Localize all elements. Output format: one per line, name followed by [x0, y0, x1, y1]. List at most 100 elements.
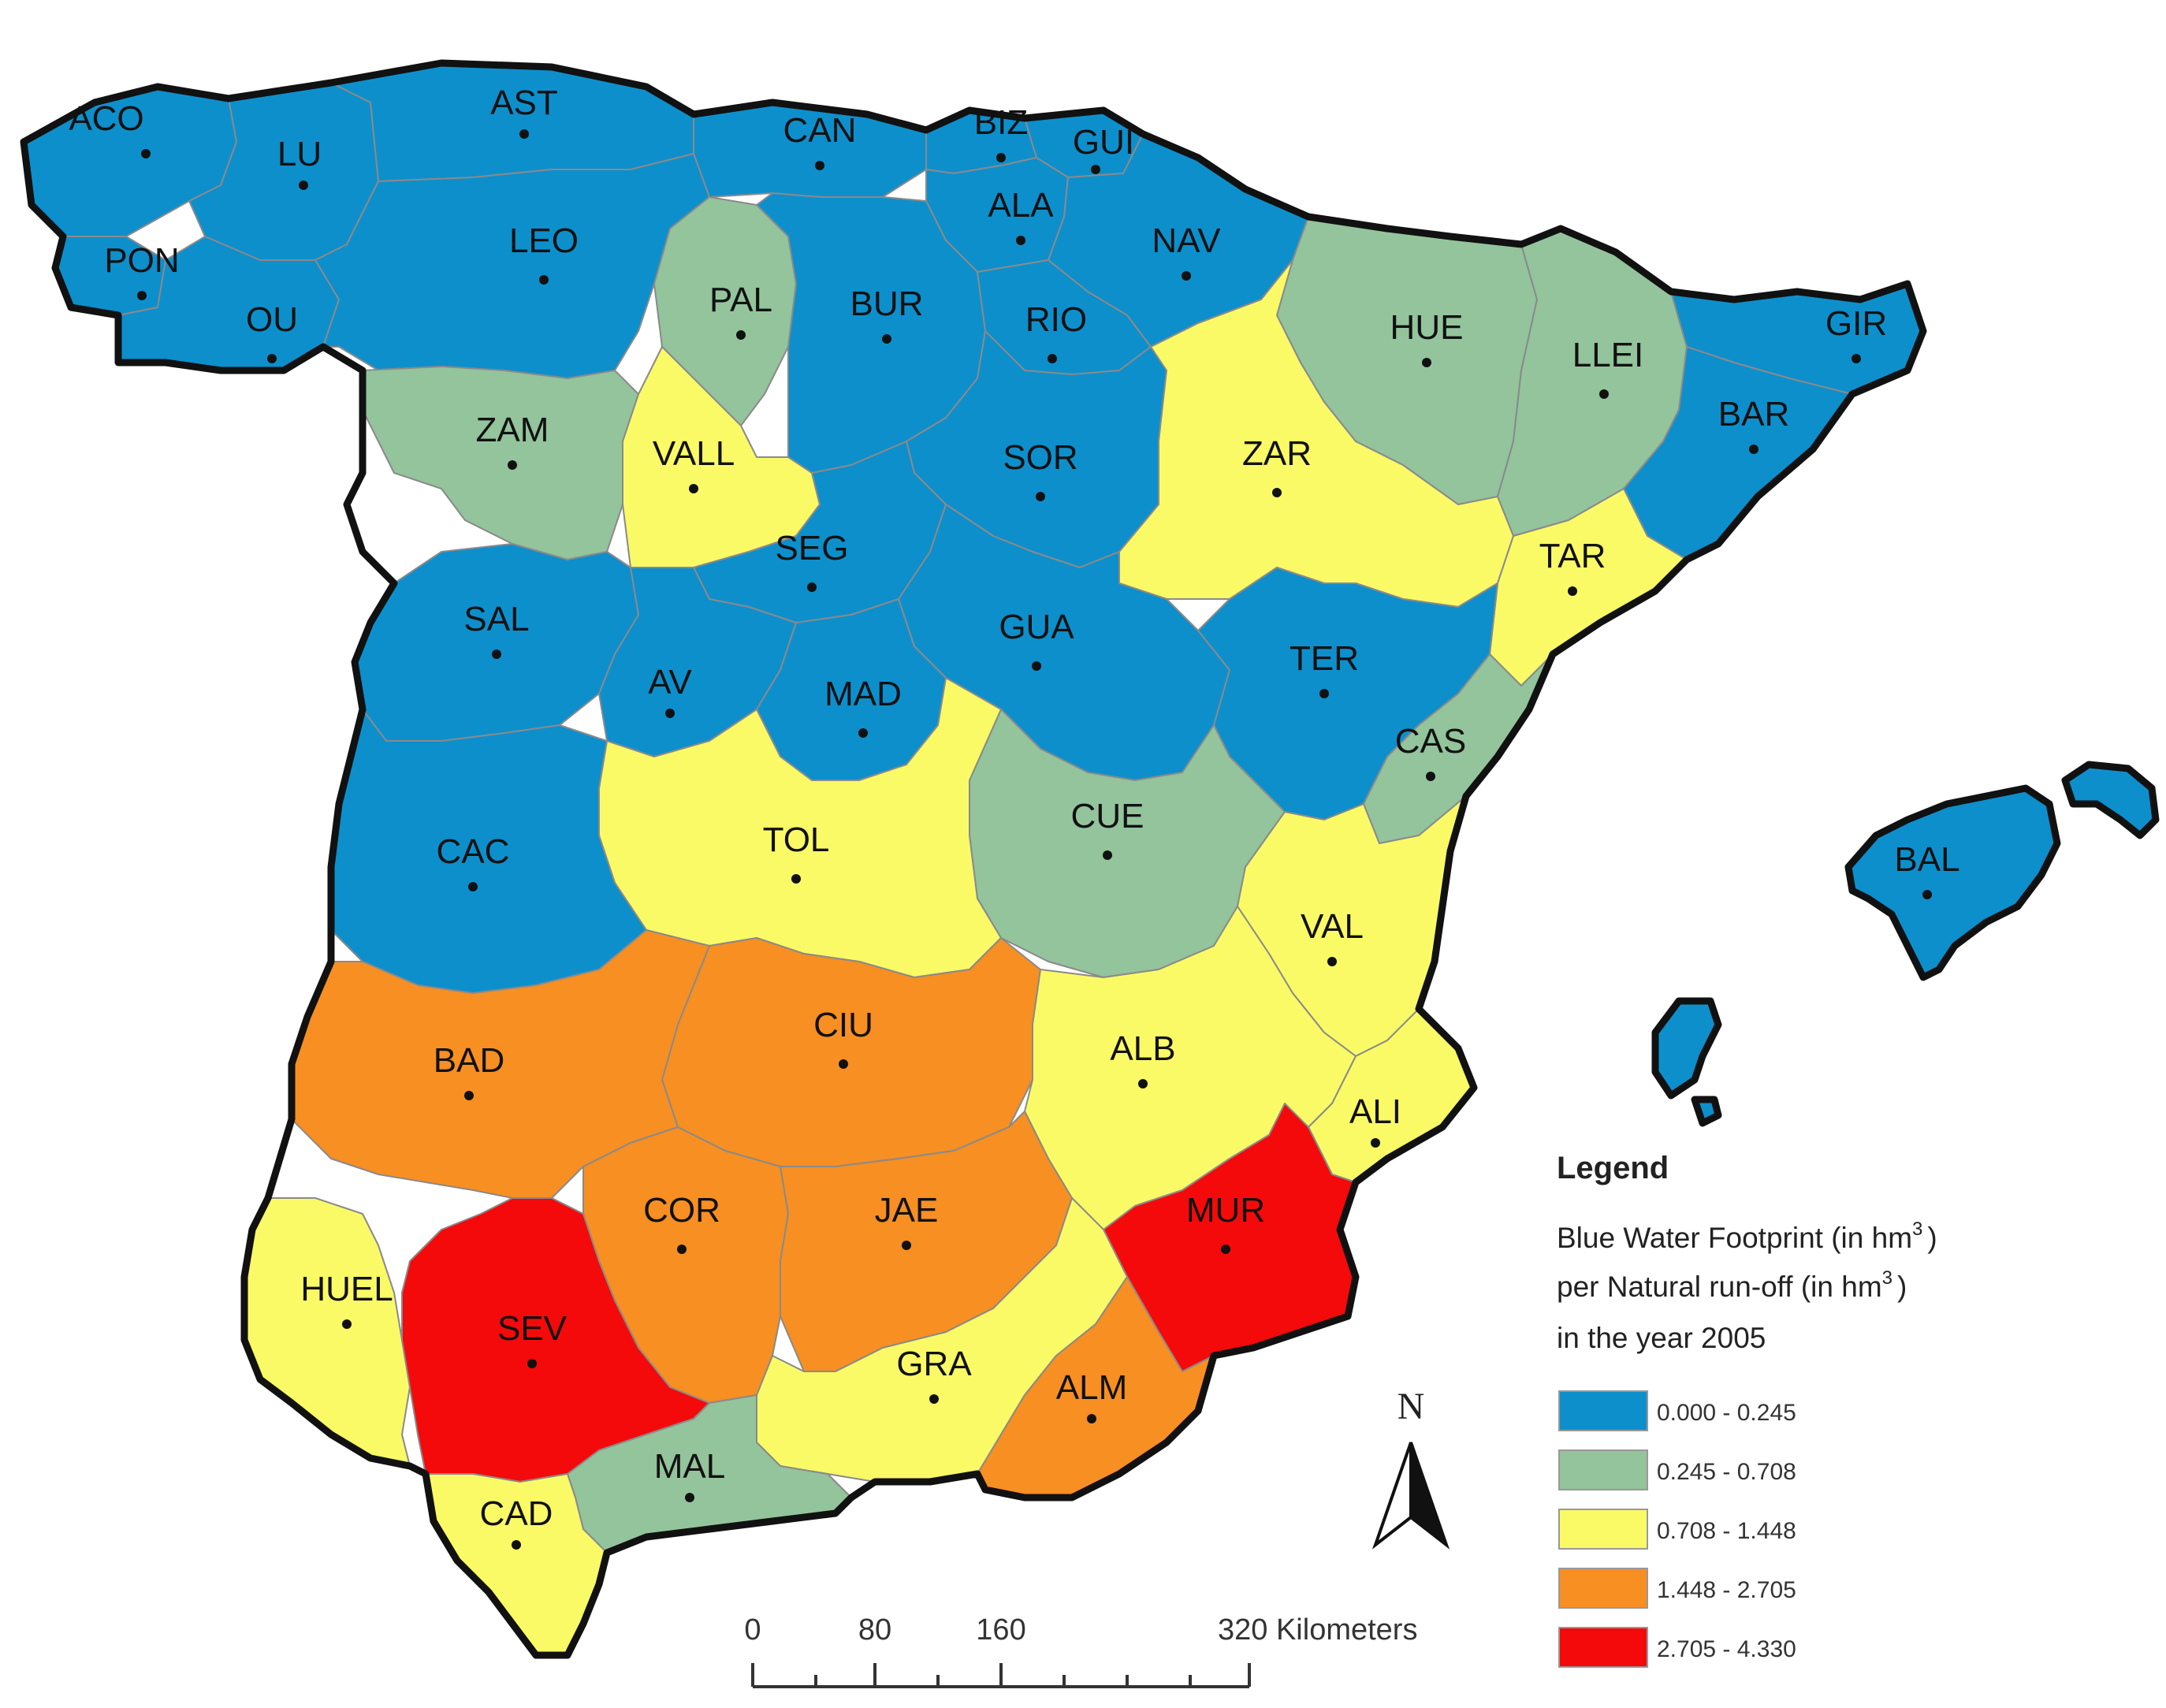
legend-swatch-4	[1558, 1568, 1648, 1609]
province-label-ciu: CIU	[813, 1006, 873, 1044]
legend-item-label-1: 0.000 - 0.245	[1657, 1400, 1796, 1426]
legend-subtitle-line3: in the year 2005	[1557, 1322, 1766, 1354]
legend-item-label-3: 0.708 - 1.448	[1657, 1518, 1796, 1544]
province-label-pal: PAL	[709, 281, 772, 319]
legend-swatch-1	[1558, 1390, 1648, 1431]
province-point-alb	[1138, 1079, 1148, 1088]
province-point-huel	[342, 1319, 352, 1329]
province-point-leo	[539, 275, 549, 285]
province-point-llei	[1599, 389, 1609, 399]
province-label-mad: MAD	[824, 675, 902, 713]
province-point-mur	[1221, 1245, 1230, 1254]
legend-swatch-5	[1558, 1627, 1648, 1668]
province-label-sev: SEV	[497, 1309, 568, 1348]
province-label-hue: HUE	[1390, 308, 1464, 347]
scale-tick-0: 0	[744, 1613, 761, 1647]
scale-bar: 0 80 160 320 Kilometers	[744, 1613, 1417, 1688]
province-point-sal	[492, 649, 501, 659]
legend-subtitle-line2: per Natural run-off (in hm3)	[1557, 1267, 1907, 1303]
province-label-ala: ALA	[988, 186, 1054, 225]
province-label-gra: GRA	[896, 1345, 972, 1383]
province-label-cad: CAD	[480, 1494, 553, 1533]
province-point-lu	[299, 180, 308, 190]
province-label-ast: AST	[490, 84, 558, 122]
province-point-tar	[1568, 586, 1577, 596]
province-point-cad	[512, 1540, 521, 1550]
province-point-bur	[882, 334, 891, 344]
legend-subtitle-line1: Blue Water Footprint (in hm3)	[1557, 1219, 1937, 1254]
province-label-ou: OU	[246, 300, 298, 339]
province-label-mur: MUR	[1186, 1191, 1265, 1230]
province-point-pon	[137, 291, 147, 300]
province-label-mal: MAL	[654, 1447, 725, 1486]
province-label-alm: ALM	[1056, 1368, 1127, 1407]
province-point-bal	[1922, 890, 1932, 899]
legend-item-label-4: 1.448 - 2.705	[1657, 1577, 1796, 1603]
province-point-zam	[508, 460, 517, 470]
province-point-zar	[1272, 488, 1282, 497]
province-label-gui: GUI	[1073, 123, 1134, 162]
province-label-llei: LLEI	[1572, 336, 1644, 374]
province-label-nav: NAV	[1152, 221, 1221, 260]
province-point-cor	[677, 1245, 687, 1254]
province-label-cac: CAC	[437, 832, 510, 871]
province-point-seg	[807, 582, 817, 592]
province-point-ali	[1371, 1138, 1380, 1148]
province-point-rio	[1048, 354, 1057, 363]
legend-item-label-5: 2.705 - 4.330	[1657, 1636, 1796, 1662]
province-label-cor: COR	[643, 1191, 720, 1230]
legend: Legend Blue Water Footprint (in hm3) per…	[1557, 1151, 1937, 1668]
province-point-cue	[1103, 850, 1112, 860]
province-label-alb: ALB	[1110, 1029, 1175, 1068]
mallorca-coastline	[1844, 784, 2061, 981]
coastline-layer	[20, 59, 2061, 1659]
province-label-ali: ALI	[1349, 1092, 1401, 1131]
provinces-layer	[23, 62, 2160, 1656]
province-label-lu: LU	[277, 135, 322, 173]
province-label-cue: CUE	[1071, 797, 1144, 835]
province-label-bal: BAL	[1894, 840, 1959, 879]
province-point-gra	[929, 1394, 939, 1404]
province-point-nav	[1182, 271, 1191, 281]
legend-item-label-2: 0.245 - 0.708	[1657, 1459, 1796, 1485]
province-point-val	[1327, 957, 1337, 966]
province-label-sal: SAL	[463, 600, 529, 638]
province-label-seg: SEG	[776, 529, 849, 567]
province-label-tol: TOL	[763, 821, 830, 859]
province-point-ala	[1016, 236, 1025, 245]
province-point-av	[665, 709, 675, 718]
island-2	[1651, 997, 1722, 1100]
province-point-hue	[1422, 358, 1431, 367]
province-point-bar	[1749, 445, 1758, 454]
north-arrow-icon	[1371, 1442, 1412, 1550]
province-point-ast	[519, 129, 529, 139]
province-point-ou	[267, 354, 277, 363]
island-1	[2061, 761, 2160, 839]
province-label-ter: TER	[1290, 639, 1359, 678]
province-point-bad	[464, 1091, 474, 1100]
province-point-sor	[1036, 492, 1045, 501]
province-point-vall	[689, 484, 698, 493]
province-label-can: CAN	[783, 111, 857, 150]
province-label-zam: ZAM	[476, 411, 549, 449]
province-point-aco	[141, 149, 151, 158]
province-zam	[362, 366, 639, 560]
province-label-huel: HUEL	[300, 1270, 393, 1308]
province-label-jae: JAE	[875, 1191, 939, 1230]
scale-tick-80: 80	[858, 1613, 891, 1647]
province-label-cas: CAS	[1395, 722, 1466, 761]
legend-title: Legend	[1557, 1151, 1669, 1185]
legend-swatch-3	[1558, 1509, 1648, 1550]
province-label-tar: TAR	[1539, 537, 1606, 575]
scale-tick-320: 320 Kilometers	[1218, 1613, 1417, 1647]
scale-bar-ticks	[751, 1663, 1251, 1687]
coastline	[20, 59, 1927, 1659]
province-point-alm	[1087, 1414, 1096, 1423]
province-label-leo: LEO	[509, 221, 579, 260]
province-point-cac	[468, 882, 478, 891]
legend-items: 0.000 - 0.245 0.245 - 0.708 0.708 - 1.448 1…	[1558, 1390, 1796, 1668]
province-point-biz	[996, 153, 1006, 162]
island-3	[1691, 1096, 1722, 1127]
province-label-val: VAL	[1301, 907, 1364, 946]
